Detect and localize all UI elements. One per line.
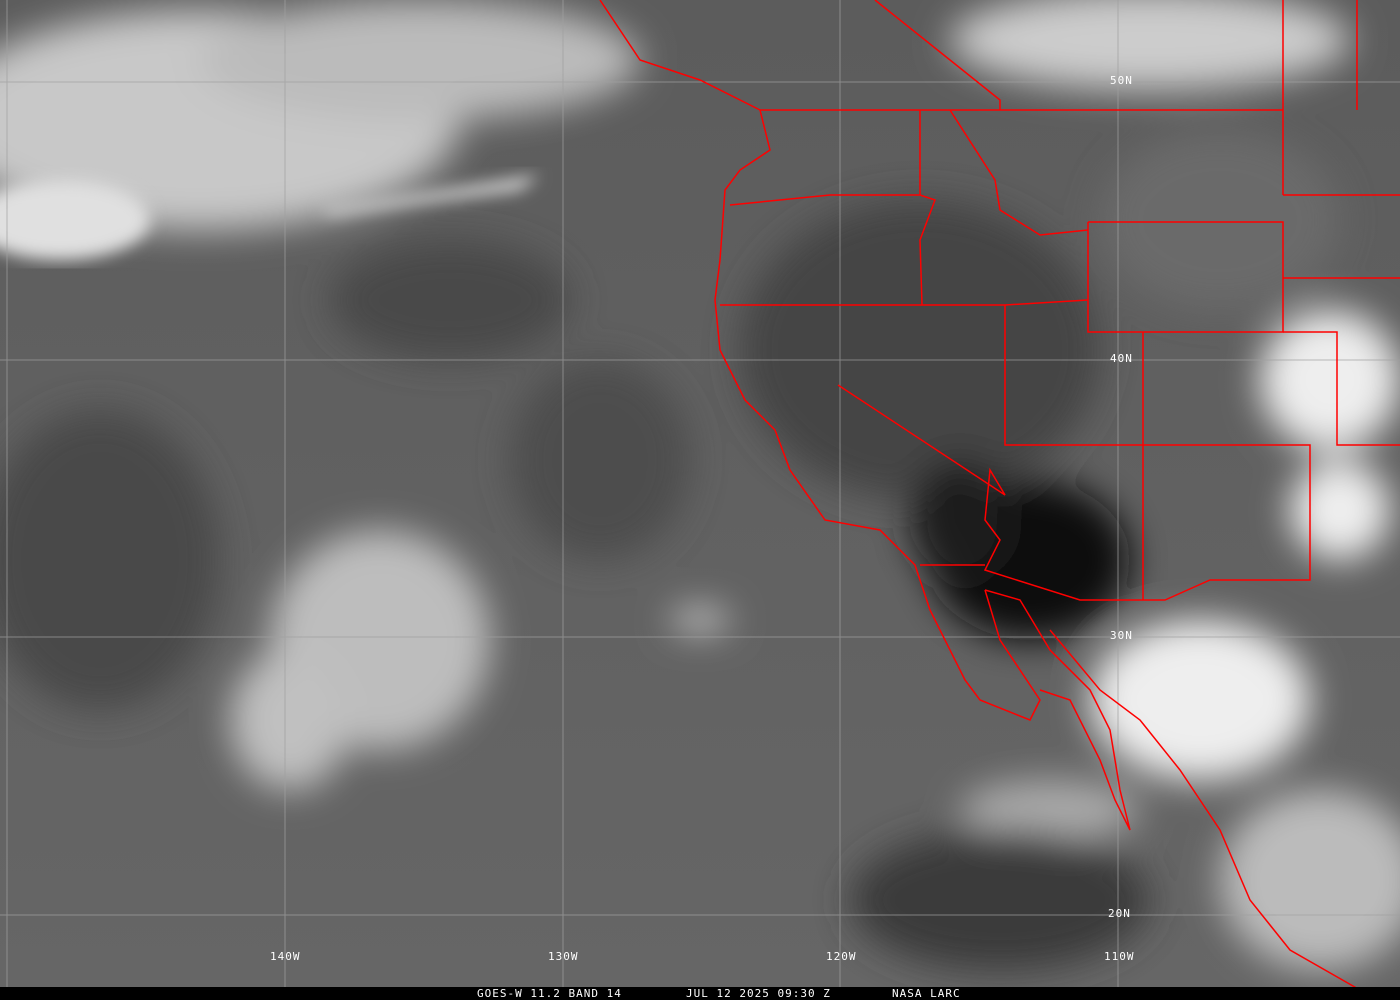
- satellite-band-label: GOES-W 11.2 BAND 14: [477, 987, 622, 1000]
- latitude-label-50n: 50N: [1110, 74, 1133, 87]
- longitude-label-120w: 120W: [826, 950, 857, 963]
- latitude-label-40n: 40N: [1110, 352, 1133, 365]
- credit-label: NASA LARC: [892, 987, 961, 1000]
- image-caption-bar: GOES-W 11.2 BAND 14 JUL 12 2025 09:30 Z …: [0, 987, 1400, 1000]
- latitude-label-30n: 30N: [1110, 629, 1133, 642]
- cloud-fields: [0, 0, 1400, 970]
- longitude-label-110w: 110W: [1104, 950, 1135, 963]
- latitude-label-20n: 20N: [1108, 907, 1131, 920]
- longitude-label-140w: 140W: [270, 950, 301, 963]
- timestamp-label: JUL 12 2025 09:30 Z: [686, 987, 831, 1000]
- political-borders: [599, 0, 1400, 991]
- longitude-label-130w: 130W: [548, 950, 579, 963]
